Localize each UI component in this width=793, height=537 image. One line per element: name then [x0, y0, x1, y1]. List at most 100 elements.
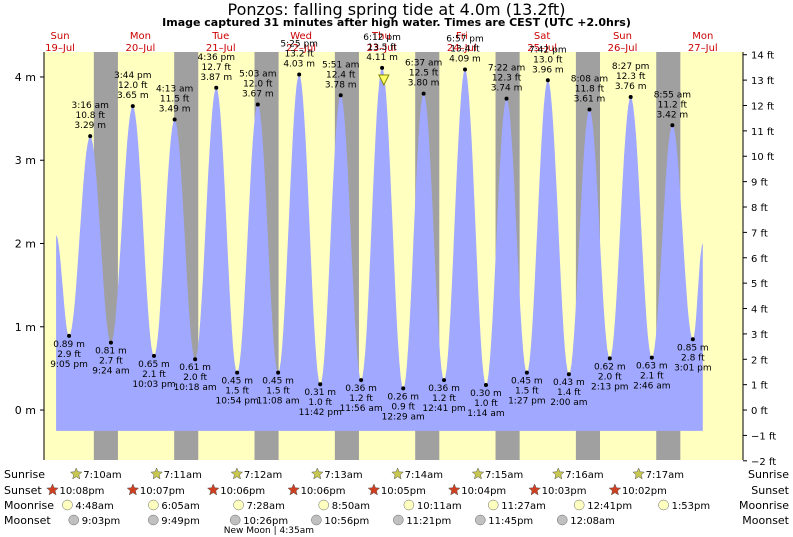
moonrise-time: 4:48am [75, 501, 113, 512]
tide-low-label: 0.26 m [387, 392, 419, 402]
tide-point-low [607, 356, 612, 361]
y-tick-label-m: 2 m [15, 238, 36, 251]
tide-high-label: 4.11 m [366, 53, 398, 63]
tide-low-label: 1:27 pm [508, 397, 546, 407]
tide-high-label: 8:27 pm [612, 62, 650, 72]
tide-low-label: 1.4 ft [557, 388, 581, 398]
tide-low-label: 0.36 m [345, 384, 377, 394]
sunrise-time: 7:12am [244, 470, 282, 481]
day-name-label: Mon [130, 31, 151, 42]
moonset-icon [393, 514, 404, 526]
tide-high-label: 13.2 ft [284, 49, 314, 59]
day-labels-group: Sun19–JulMon20–JulTue21–JulWed22–JulThu2… [45, 31, 718, 54]
tide-point-high [587, 107, 592, 112]
tide-low-label: 1.0 ft [474, 399, 498, 409]
moonset-time: 10:26pm [243, 516, 288, 527]
tide-point-low [108, 340, 113, 345]
tide-low-label: 0.43 m [553, 378, 585, 388]
sunset-time: 10:08pm [60, 486, 105, 497]
moonset-time: 11:21pm [406, 516, 451, 527]
y-tick-label-m: 3 m [15, 154, 36, 167]
moonset-time: 10:56pm [324, 516, 369, 527]
moonset-icon [311, 514, 322, 526]
tide-point-low [67, 333, 72, 338]
tide-low-label: 0.65 m [138, 360, 170, 370]
chart-subtitle: Image captured 31 minutes after high wat… [162, 16, 631, 29]
sunset-icon [367, 483, 381, 496]
tide-high-label: 12.4 ft [326, 70, 356, 80]
sunrise-time: 7:16am [565, 470, 603, 481]
tide-high-label: 11.8 ft [575, 84, 605, 94]
tide-high-label: 12.7 ft [202, 63, 232, 73]
y-tick-label-ft: 3 ft [751, 330, 768, 341]
tide-high-label: 3.80 m [408, 79, 440, 89]
tide-low-label: 0.61 m [179, 363, 211, 373]
sunrise-icon [471, 467, 485, 480]
tide-point-low [690, 337, 695, 342]
tide-point-low [151, 353, 156, 358]
tide-high-label: 12.5 ft [409, 69, 439, 79]
tide-low-label: 9:05 pm [50, 360, 88, 370]
tide-low-label: 0.45 m [262, 377, 294, 387]
day-name-label: Fri [456, 31, 468, 42]
tide-high-label: 5:51 am [322, 60, 359, 70]
y-tick-label-ft: 12 ft [751, 101, 774, 112]
tide-point-low [442, 378, 447, 383]
current-tide-marker [378, 74, 390, 87]
tide-high-label: 8:08 am [571, 74, 608, 84]
day-date-label: 22–Jul [286, 43, 316, 54]
chart-title: Ponzos: falling spring tide at 4.0m (13.… [227, 0, 566, 19]
tide-high-label: 4:13 am [156, 84, 193, 94]
tide-low-label: 2.0 ft [598, 372, 622, 382]
almanac-row-label-left: Sunset [4, 484, 42, 497]
tide-low-label: 0.89 m [53, 340, 85, 350]
sunset-icon [528, 483, 541, 496]
y-tick-label-ft: 9 ft [751, 178, 768, 189]
y-tick-label-m: 4 m [15, 71, 36, 84]
sunset-time: 10:03pm [542, 486, 587, 497]
day-date-label: 27–Jul [688, 43, 718, 54]
sunrise-icon [632, 467, 646, 480]
y-tick-label-ft: 14 ft [751, 51, 774, 62]
tide-high-label: 12.0 ft [118, 81, 148, 91]
sunset-icon [287, 483, 300, 496]
sunrise-icon [230, 467, 244, 480]
moonrise-time: 1:53pm [672, 501, 711, 512]
almanac-row-label-right: Moonrise [739, 499, 789, 512]
new-moon-label: New Moon | 4:35am [224, 526, 314, 536]
tide-high-label: 13.0 ft [533, 55, 563, 65]
y-tick-label-ft: −1 ft [751, 431, 776, 442]
tide-low-label: 0.31 m [304, 388, 336, 398]
tide-point-low [524, 370, 529, 375]
y-tick-label-ft: 8 ft [751, 203, 768, 214]
sunrise-time: 7:17am [646, 470, 684, 481]
tide-low-label: 1.5 ft [515, 387, 539, 397]
sunset-time: 10:06pm [220, 486, 265, 497]
tide-high-label: 3.76 m [615, 82, 647, 92]
tide-low-label: 0.81 m [95, 347, 127, 357]
tide-point-low [649, 355, 654, 360]
tide-low-label: 2:46 am [633, 382, 670, 392]
tide-high-label: 12.0 ft [243, 79, 273, 89]
tide-point-high [504, 96, 509, 101]
almanac-row-label-left: Sunrise [4, 468, 45, 481]
tide-high-label: 7:22 am [488, 64, 525, 74]
sunrise-time: 7:15am [485, 470, 523, 481]
day-date-label: 26–Jul [608, 43, 638, 54]
almanac-row-label-right: Moonset [742, 514, 789, 527]
axes-group: 0 m 1 m 2 m 3 m 4 m −2 ft −1 ft 0 ft 1 ft 2 ft 3 f… [15, 51, 776, 468]
sunrise-time: 7:11am [164, 470, 202, 481]
moonrise-icon [148, 499, 159, 511]
tide-point-low [359, 378, 364, 383]
moonset-icon [68, 514, 79, 526]
tide-low-label: 1.2 ft [349, 394, 373, 404]
tide-high-label: 7:42 pm [529, 45, 567, 55]
almanac-row-label-right: Sunrise [748, 468, 789, 481]
sunrise-icon [391, 467, 404, 480]
sunset-icon [126, 483, 140, 496]
tide-high-label: 5:25 pm [280, 39, 318, 49]
moonset-time: 11:45pm [488, 516, 533, 527]
tide-low-label: 2.1 ft [640, 372, 664, 382]
tide-high-label: 6:57 pm [446, 34, 484, 44]
